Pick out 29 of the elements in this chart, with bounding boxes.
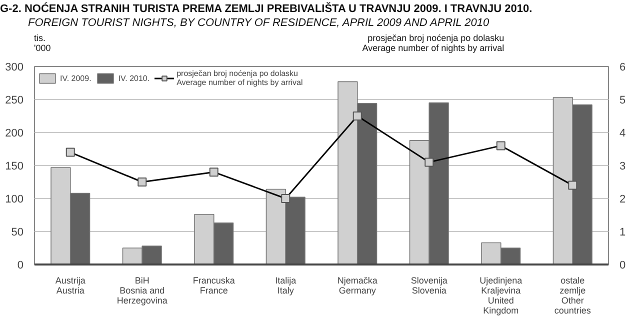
x-tick-label: Francuska France bbox=[192, 276, 235, 296]
y2-tick-label: 3 bbox=[620, 160, 626, 172]
chart-subtitle: FOREIGN TOURIST NIGHTS, BY COUNTRY OF RESIDENCE, APRIL 2009 AND APRIL 2010 bbox=[27, 16, 490, 31]
x-tick-label: ostale zemlje Other countries bbox=[554, 276, 592, 316]
y-tick-label: 100 bbox=[5, 194, 24, 206]
x-tick-label: Ujedinjena Kraljevina United Kingdom bbox=[480, 276, 522, 316]
chart-title: G-2. NOĆENJA STRANIH TURISTA PREMA ZEMLJI PREBIVALIŠTA U TRAVNJU 2009. I TRAVNJU 2010. bbox=[0, 2, 532, 16]
legend-label: prosječan broj noćenja po dolasku Average number of nights by arrival bbox=[176, 69, 303, 87]
y-tick-label: 150 bbox=[5, 160, 24, 172]
y2-tick-label: 1 bbox=[620, 226, 626, 238]
x-tick-label: Slovenija Slovenia bbox=[410, 276, 448, 296]
legend-label: IV. 2010. bbox=[118, 74, 150, 82]
y-tick-label: 200 bbox=[5, 128, 24, 140]
x-tick-label: Italija Italy bbox=[275, 276, 296, 296]
y2-tick-label: 2 bbox=[620, 194, 626, 206]
x-tick-label: BiH Bosnia and Herzegovina bbox=[116, 276, 168, 306]
y2-tick-label: 6 bbox=[620, 62, 626, 74]
y-tick-label: 0 bbox=[17, 260, 24, 272]
x-tick-label: Njemačka Germany bbox=[337, 276, 378, 296]
x-tick-label: Austrija Austria bbox=[55, 276, 86, 296]
y2-axis-title: prosječan broj noćenja po dolasku Average number of nights by arrival bbox=[362, 32, 504, 54]
y-axis-title: tis. '000 bbox=[34, 32, 51, 54]
legend-label: IV. 2009. bbox=[60, 74, 92, 82]
y-tick-label: 300 bbox=[5, 62, 24, 74]
y-tick-label: 250 bbox=[5, 94, 24, 106]
y2-tick-label: 0 bbox=[620, 260, 626, 272]
y2-tick-label: 5 bbox=[620, 94, 626, 106]
y-tick-label: 50 bbox=[11, 226, 24, 238]
y2-tick-label: 4 bbox=[620, 128, 626, 140]
